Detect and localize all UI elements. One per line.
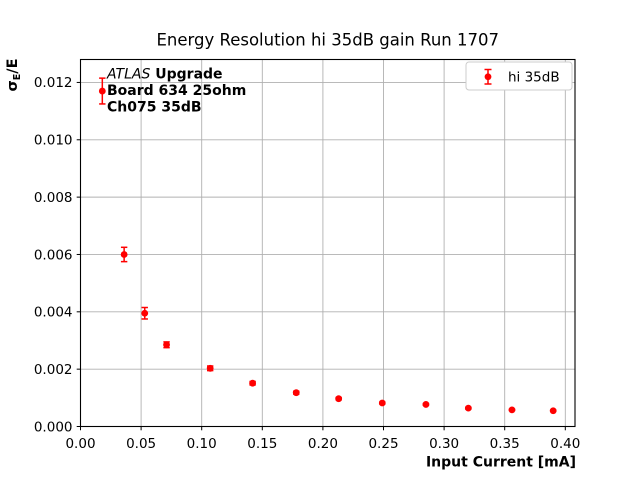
- data-point: [508, 406, 516, 414]
- legend-box: [465, 61, 573, 91]
- x-tick-label: 0.20: [308, 436, 338, 452]
- data-point: [292, 389, 300, 397]
- x-tick-label: 0.05: [126, 436, 156, 452]
- annotation-line-3: Ch075 35dB: [107, 100, 202, 116]
- annotation-atlas: ATLAS: [106, 67, 150, 83]
- annotation-upgrade: Upgrade: [150, 67, 222, 83]
- y-axis-label-subscript: E: [12, 74, 23, 81]
- data-point: [98, 87, 106, 95]
- x-tick-label: 0.15: [247, 436, 277, 452]
- x-tick-label: 0.10: [187, 436, 217, 452]
- data-point: [378, 399, 386, 407]
- data-point: [120, 251, 128, 258]
- x-tick-label: 0.30: [429, 436, 459, 452]
- annotation-line-2: Board 634 25ohm: [107, 83, 246, 99]
- y-tick-label: 0.004: [34, 305, 73, 321]
- x-tick-label: 0.35: [490, 436, 520, 452]
- y-axis-label-suffix: /E: [5, 59, 21, 74]
- y-tick-label: 0.006: [34, 247, 73, 263]
- data-point: [163, 341, 170, 349]
- data-point: [464, 404, 472, 412]
- x-tick-label: 0.00: [65, 436, 95, 452]
- plot-border: [79, 58, 576, 428]
- data-point: [549, 407, 557, 415]
- chart-title: Energy Resolution hi 35dB gain Run 1707: [156, 31, 499, 50]
- data-point: [141, 309, 149, 317]
- y-tick-label: 0.002: [34, 362, 73, 378]
- x-tick-label: 0.40: [550, 436, 580, 452]
- data-point: [335, 395, 343, 403]
- y-tick-label: 0.012: [34, 75, 73, 91]
- x-axis-label: Input Current [mA]: [426, 455, 576, 471]
- y-tick-label: 0.000: [34, 419, 73, 435]
- data-point: [422, 401, 430, 408]
- annotation-line-1: ATLAS Upgrade: [106, 67, 223, 83]
- legend-marker-point: [484, 73, 492, 81]
- data-point: [206, 364, 214, 372]
- legend-label: hi 35dB: [508, 70, 560, 86]
- y-axis-label-base: σ: [5, 80, 21, 91]
- x-tick-label: 0.25: [368, 436, 398, 452]
- y-tick-label: 0.008: [34, 190, 73, 206]
- y-tick-label: 0.010: [34, 133, 73, 149]
- data-point: [249, 379, 257, 387]
- y-axis-label: σE/E: [5, 59, 23, 92]
